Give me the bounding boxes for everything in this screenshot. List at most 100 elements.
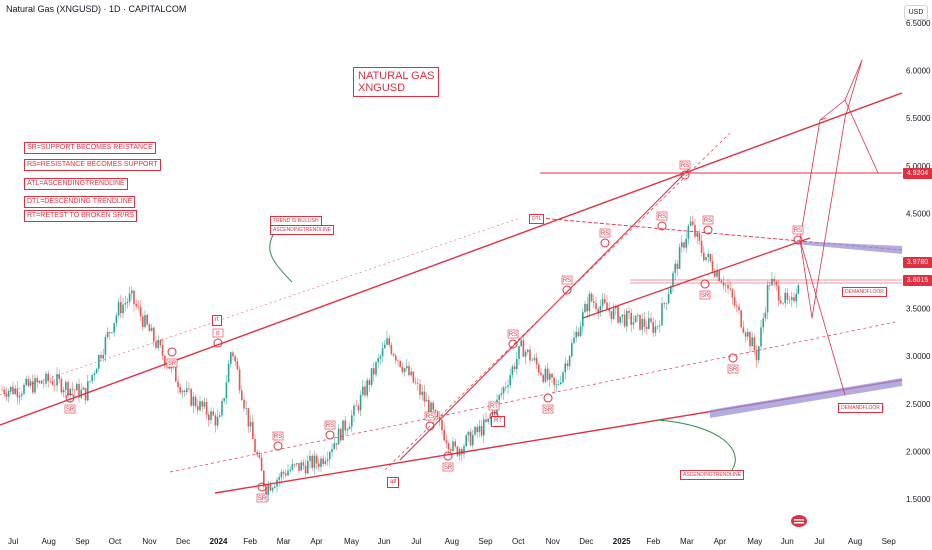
candle-body: [199, 401, 201, 411]
candle-body: [573, 337, 575, 344]
candle-body: [392, 353, 395, 356]
candle-body: [593, 301, 595, 303]
candle-body: [436, 411, 439, 418]
candle-body: [254, 438, 256, 452]
candle-body: [590, 293, 593, 302]
candle-body: [549, 373, 551, 380]
candle-body: [487, 418, 489, 422]
y-tick-label: 3.5000: [906, 305, 931, 314]
candles-layer: [1, 215, 800, 502]
candle-body: [518, 346, 520, 359]
candle-body: [540, 372, 542, 376]
note-rt-lower: RT: [491, 416, 505, 427]
candle-body: [447, 443, 450, 450]
candle-body: [577, 331, 580, 337]
candle-body: [32, 381, 34, 393]
pivot-label: RT: [490, 404, 498, 410]
pivot-circle: [508, 339, 518, 349]
candle-body: [5, 393, 8, 397]
candle-body: [764, 312, 767, 319]
candle-body: [98, 354, 100, 369]
candle-body: [269, 484, 272, 491]
pivot-label-box: [792, 225, 804, 235]
pivot-label-box: [256, 493, 268, 503]
ascending-channel-upper-line: [0, 92, 903, 426]
candle-body: [736, 305, 738, 307]
pivot-circle: [325, 430, 335, 440]
candle-body: [705, 257, 707, 261]
candle-body: [619, 316, 621, 323]
candle-body: [80, 389, 82, 398]
candle-body: [472, 434, 474, 446]
candle-body: [153, 327, 155, 342]
candle-body: [230, 352, 232, 364]
candle-body: [117, 302, 120, 316]
ascending-curve-arrow: [657, 419, 736, 471]
x-tick-label: Aug: [848, 537, 862, 546]
candle-body: [665, 303, 668, 304]
candle-body: [639, 314, 641, 330]
candle-body: [348, 426, 351, 430]
currency-button[interactable]: USD: [904, 5, 928, 20]
candle-body: [700, 240, 703, 253]
note-ascendingtrendline-top: ASCENDINGTRENDLINE: [270, 225, 335, 235]
x-tick-label: Aug: [445, 537, 459, 546]
candle-body: [648, 318, 650, 329]
candle-body: [562, 372, 564, 383]
candle-body: [738, 306, 740, 311]
candle-body: [353, 405, 355, 416]
candle-body: [410, 371, 412, 376]
x-axis[interactable]: Jul Aug Sep Oct Nov Dec 2024 Feb Mar Apr May Jun Jul…: [8, 537, 896, 546]
pivot-label: SR: [544, 407, 553, 413]
candle-body: [634, 315, 637, 323]
pivot-label: RS: [563, 278, 571, 284]
x-tick-label: Oct: [109, 537, 122, 546]
candle-body: [555, 384, 558, 385]
candle-body: [225, 382, 228, 399]
candle-body: [698, 233, 701, 241]
annotation-line-1: NATURAL GAS: [358, 70, 435, 82]
candle-body: [179, 387, 181, 393]
pivot-label: RS: [681, 163, 689, 169]
legend-note-rs: RS=RESISTANCE BECOMES SUPPORT: [24, 159, 161, 171]
pivot-label-box: [64, 404, 76, 414]
candle-body: [91, 375, 93, 382]
candle-body: [485, 419, 487, 422]
candle-body: [223, 398, 225, 401]
x-tick-label: Oct: [512, 537, 525, 546]
candle-body: [509, 375, 511, 386]
candle-body: [25, 378, 27, 385]
candle-body: [203, 402, 206, 407]
candle-body: [403, 368, 406, 372]
pivot-circle: [273, 441, 283, 451]
candle-body: [390, 344, 393, 354]
pivot-label: RS: [601, 231, 609, 237]
candle-body: [441, 419, 443, 431]
candle-body: [219, 415, 221, 417]
x-tick-label: Jul: [8, 537, 18, 546]
candle-body: [461, 449, 463, 454]
candle-body: [533, 357, 536, 360]
candle-body: [465, 435, 467, 447]
candle-body: [692, 221, 694, 225]
candle-body: [29, 381, 32, 386]
x-tick-label: Mar: [277, 537, 291, 546]
candle-body: [287, 470, 289, 476]
y-tick-label: 1.5000: [906, 495, 931, 504]
pivot-label-box: [561, 275, 573, 285]
pivot-circle: [257, 482, 267, 492]
candle-body: [637, 314, 639, 316]
pivot-label: RS: [794, 228, 802, 234]
candle-body: [476, 427, 478, 433]
candle-body: [586, 303, 588, 312]
candle-body: [729, 288, 731, 290]
candle-body: [582, 312, 584, 327]
x-tick-label: Jun: [781, 537, 794, 546]
candle-body: [469, 431, 472, 446]
candle-body: [551, 373, 553, 378]
candle-body: [513, 366, 516, 370]
candle-body: [302, 462, 305, 466]
demand-zone-lower: [710, 378, 902, 418]
candle-body: [595, 302, 597, 310]
